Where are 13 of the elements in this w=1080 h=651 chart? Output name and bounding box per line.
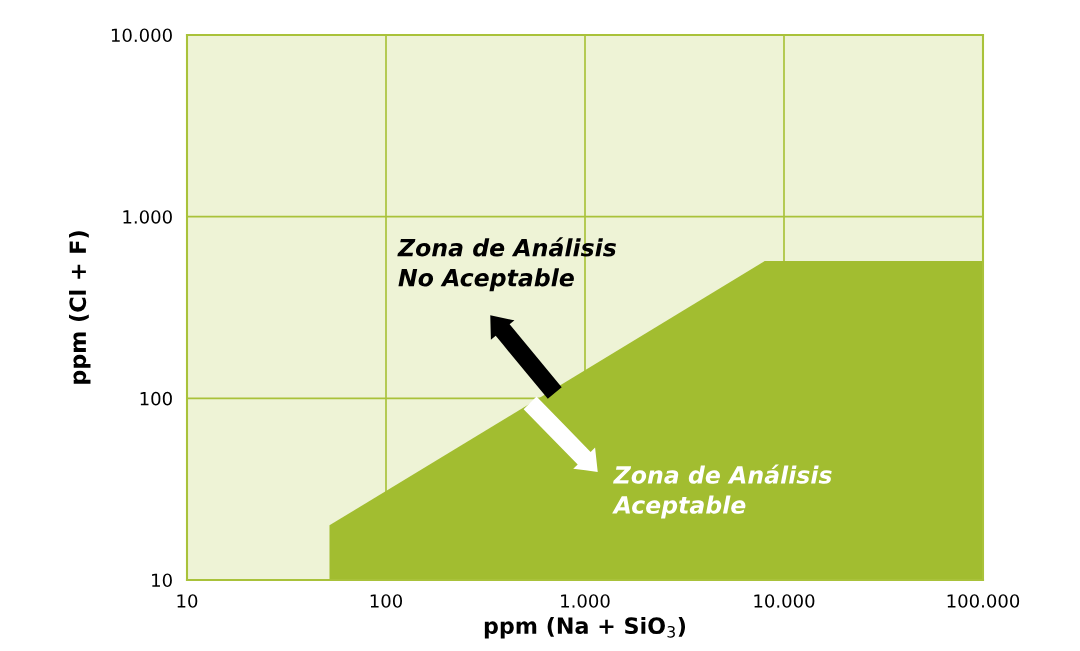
y-axis-title: ppm (Cl + F) [68,231,91,384]
x-tick-label: 10.000 [754,594,815,608]
y-tick-label: 1.000 [123,210,172,224]
x-tick-label: 100 [370,594,403,608]
annotation: Zona de Análisis No Aceptable [397,237,616,292]
annotation: Zona de Análisis Aceptable [612,464,832,519]
y-tick-label: 10.000 [111,28,172,43]
y-tick-label: 10 [152,573,172,588]
x-tick-label: 100.000 [947,594,1020,608]
y-tick-label: 100 [140,391,172,406]
x-axis-title: ppm (Na + SiO$_{3}$) [484,616,686,639]
x-tick-label: 10 [177,594,198,608]
x-tick-label: 1.000 [561,594,610,608]
